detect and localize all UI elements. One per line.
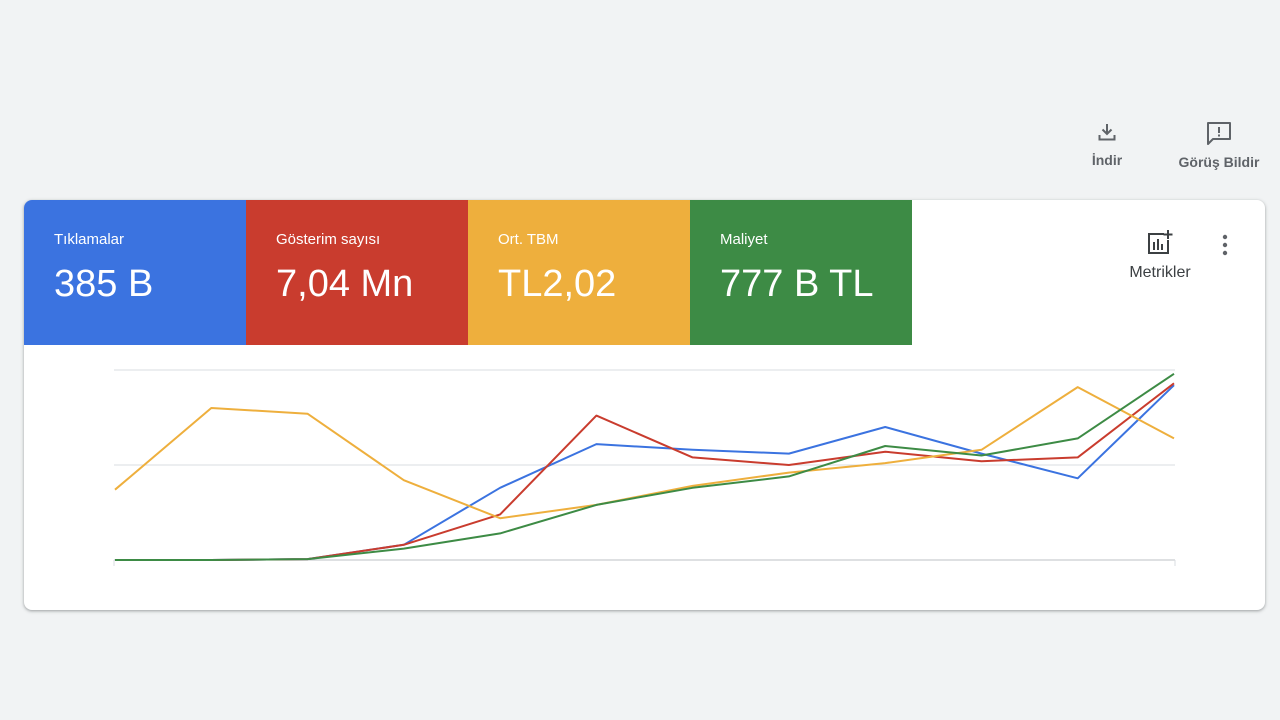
tile-cost[interactable]: Maliyet 777 B TL xyxy=(690,200,912,345)
feedback-button[interactable]: Görüş Bildir xyxy=(1174,120,1264,170)
tile-clicks-value: 385 B xyxy=(54,263,154,305)
more-options-button[interactable] xyxy=(1213,232,1237,260)
toolbar: İndir Görüş Bildir xyxy=(1070,120,1264,170)
feedback-label: Görüş Bildir xyxy=(1178,154,1260,170)
performance-chart xyxy=(113,369,1176,566)
tile-avg-cpc-label: Ort. TBM xyxy=(498,231,559,248)
feedback-icon xyxy=(1207,122,1231,145)
tile-clicks[interactable]: Tıklamalar 385 B xyxy=(24,200,246,345)
tile-avg-cpc-value: TL2,02 xyxy=(498,263,617,305)
tile-cost-label: Maliyet xyxy=(720,231,768,248)
series-line-cost xyxy=(115,372,1175,561)
metric-tiles: Tıklamalar 385 B Gösterim sayısı 7,04 Mn… xyxy=(24,200,912,345)
tile-avg-cpc[interactable]: Ort. TBM TL2,02 xyxy=(468,200,690,345)
download-button[interactable]: İndir xyxy=(1070,120,1144,170)
tile-cost-value: 777 B TL xyxy=(720,263,874,305)
download-icon xyxy=(1098,124,1116,141)
tile-impressions[interactable]: Gösterim sayısı 7,04 Mn xyxy=(246,200,468,345)
add-chart-icon xyxy=(1148,230,1173,254)
performance-card: Tıklamalar 385 B Gösterim sayısı 7,04 Mn… xyxy=(24,200,1265,610)
tile-clicks-label: Tıklamalar xyxy=(54,231,125,248)
series-line-avg_cpc xyxy=(114,386,1175,520)
tile-impressions-value: 7,04 Mn xyxy=(276,263,414,305)
metrics-button[interactable]: Metrikler xyxy=(1120,230,1200,282)
more-vert-icon xyxy=(1222,234,1228,256)
tile-impressions-label: Gösterim sayısı xyxy=(276,231,381,248)
metrics-label: Metrikler xyxy=(1129,264,1191,281)
download-label: İndir xyxy=(1091,152,1123,168)
series-line-impressions xyxy=(115,382,1175,561)
